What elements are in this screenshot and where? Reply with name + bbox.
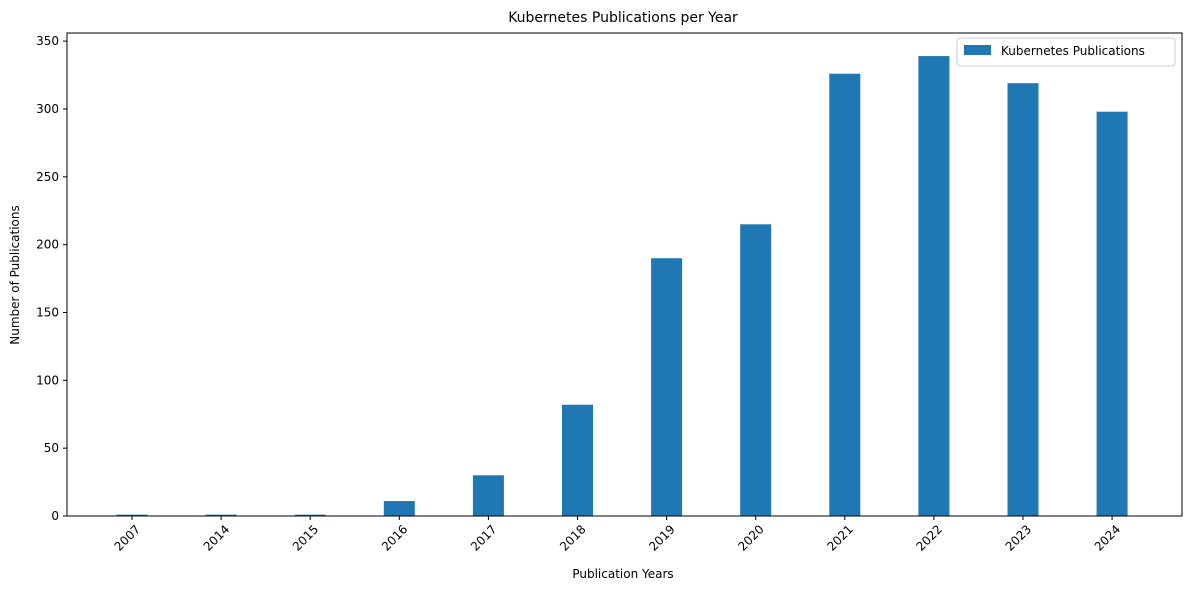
x-tick-label: 2024 bbox=[1092, 522, 1123, 553]
legend-swatch bbox=[964, 45, 991, 55]
x-tick-label: 2021 bbox=[824, 522, 855, 553]
x-tick-label: 2017 bbox=[468, 522, 499, 553]
x-tick-label: 2007 bbox=[112, 522, 143, 553]
x-tick-label: 2016 bbox=[379, 522, 410, 553]
x-tick-label: 2014 bbox=[201, 522, 232, 553]
legend: Kubernetes Publications bbox=[956, 37, 1176, 67]
bar-2016 bbox=[383, 501, 415, 516]
y-tick-label: 250 bbox=[36, 170, 59, 184]
y-axis: 0 50 100 150 200 250 300 350 bbox=[36, 34, 67, 523]
y-tick-label: 50 bbox=[44, 441, 59, 455]
bar-2015 bbox=[294, 514, 326, 516]
x-axis: 2007 2014 2015 2016 2017 2018 2019 2020 2021 2022… bbox=[112, 516, 1123, 554]
x-tick-label: 2018 bbox=[557, 522, 588, 553]
bar-2020 bbox=[740, 224, 772, 516]
bar-2007 bbox=[116, 514, 148, 516]
bar-2017 bbox=[472, 475, 504, 516]
legend-label: Kubernetes Publications bbox=[1001, 44, 1145, 58]
bar-2023 bbox=[1007, 83, 1039, 517]
bar-2021 bbox=[829, 73, 861, 517]
bar-2019 bbox=[651, 258, 683, 516]
y-tick-label: 100 bbox=[36, 373, 59, 387]
bar-2018 bbox=[562, 404, 593, 516]
y-tick-label: 0 bbox=[51, 509, 59, 523]
x-tick-label: 2022 bbox=[914, 522, 945, 553]
bar-2014 bbox=[205, 514, 237, 516]
plot-area-frame bbox=[66, 32, 1183, 517]
y-tick-label: 350 bbox=[36, 34, 59, 48]
chart-title: Kubernetes Publications per Year bbox=[508, 10, 738, 26]
x-tick-label: 2015 bbox=[290, 522, 321, 553]
y-axis-label: Number of Publications bbox=[8, 205, 22, 345]
bar-2022 bbox=[918, 56, 950, 516]
x-tick-label: 2023 bbox=[1003, 522, 1034, 553]
bar-2024 bbox=[1096, 111, 1128, 516]
x-tick-label: 2020 bbox=[735, 522, 766, 553]
y-tick-label: 150 bbox=[36, 305, 59, 319]
x-axis-label: Publication Years bbox=[572, 567, 673, 581]
y-tick-label: 200 bbox=[36, 238, 59, 252]
x-tick-label: 2019 bbox=[646, 522, 677, 553]
legend-box bbox=[956, 37, 1176, 67]
y-tick-label: 300 bbox=[36, 102, 59, 116]
bars-group bbox=[116, 56, 1128, 517]
